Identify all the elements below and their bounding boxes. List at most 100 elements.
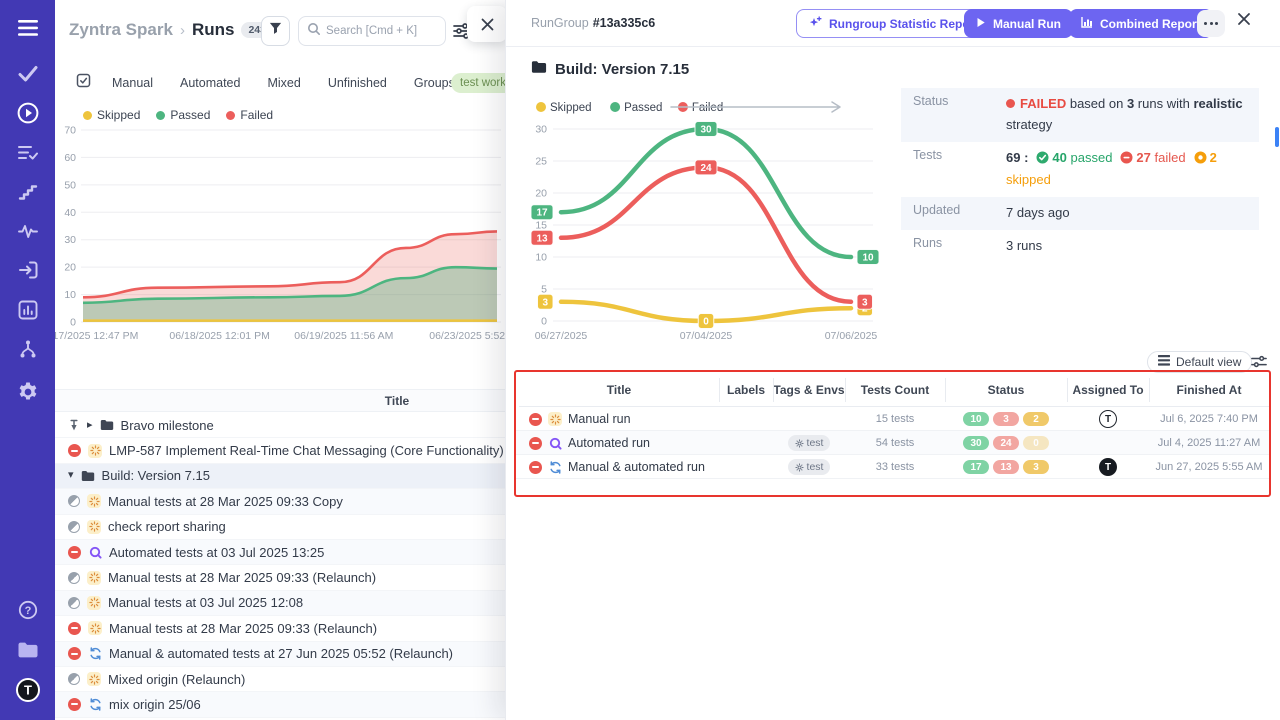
workspace-pill[interactable]: test work [451,73,505,93]
default-view-button[interactable]: Default view [1147,351,1252,373]
settings-gear-icon[interactable] [17,382,38,403]
failed-status-icon [529,413,542,426]
column-header-labels[interactable]: Labels [719,373,773,407]
manual-run-button[interactable]: Manual Run [964,9,1073,38]
info-row-runs: Runs3 runs [901,230,1259,263]
panel-close-button[interactable] [467,6,505,42]
run-list-item[interactable]: Automated tests at 03 Jul 2025 13:25 [55,540,505,565]
run-list-item[interactable]: Manual tests at 28 Mar 2025 09:33 (Relau… [55,616,505,641]
search-input[interactable] [326,25,437,37]
run-title: check report sharing [108,519,226,534]
manual-run-icon [88,444,102,458]
run-list-item[interactable]: mix origin 25/06 [55,692,505,717]
automated-run-icon [548,436,562,450]
interrupted-status-icon [68,673,80,685]
run-list-item[interactable]: ▸ Bravo milestone [55,413,505,438]
tab-manual[interactable]: Manual [112,76,153,90]
run-list-item[interactable]: LMP-587 Implement Real-Time Chat Messagi… [55,438,505,463]
column-header-finished-at[interactable]: Finished At [1149,373,1269,407]
rungroup-statistic-report-button[interactable]: Rungroup Statistic Report [796,9,991,38]
run-title: Bravo milestone [121,418,214,433]
rungroup-id: #13a335c6 [593,16,656,30]
column-header-tags-envs[interactable]: Tags & Envs [773,373,845,407]
docs-folder-icon[interactable] [17,641,39,659]
build-title: Build: Version 7.15 [531,60,689,78]
manual-run-icon [87,672,101,686]
run-list-item[interactable]: Manual tests at 28 Mar 2025 09:33 Copy [55,489,505,514]
column-header-title[interactable]: Title [519,373,719,407]
failed-count-pill: 13 [993,460,1019,474]
account-avatar[interactable]: T [15,677,41,703]
rungroup-statistic-report-label: Rungroup Statistic Report [829,17,978,31]
tag-pill[interactable]: test [788,459,831,475]
scrollbar-thumb[interactable] [1275,127,1279,147]
drawer-close-button[interactable] [1237,12,1251,31]
chevron-down-icon[interactable]: ▾ [68,470,74,481]
failed-status-icon [529,461,542,474]
assignee-avatar[interactable]: T [1099,458,1117,476]
analytics-icon[interactable] [18,300,38,320]
tab-unfinished[interactable]: Unfinished [328,76,387,90]
info-value: 3 runs [1006,230,1259,263]
tag-pill[interactable]: test [788,435,831,451]
failed-minus-icon [1120,150,1133,171]
select-all-icon[interactable] [76,73,91,93]
run-list-item[interactable]: check report sharing [55,515,505,540]
branches-icon[interactable] [19,340,37,359]
failed-status-icon [68,698,81,711]
mixed-run-icon [88,647,102,661]
tab-mixed[interactable]: Mixed [267,76,300,90]
pulse-icon[interactable] [18,223,38,239]
failed-status-icon [68,546,81,559]
breadcrumb-app[interactable]: Zyntra Spark [69,20,173,40]
filter-button[interactable] [261,16,290,46]
column-header-status[interactable]: Status [945,373,1067,407]
run-list-item[interactable]: ▾ Build: Version 7.15 [55,464,505,489]
skipped-count-pill: 2 [1023,412,1049,426]
help-icon[interactable]: ? [18,600,38,620]
search-box[interactable] [298,16,446,46]
svg-text:25: 25 [535,156,547,168]
milestones-icon[interactable] [18,184,37,200]
column-header-assigned-to[interactable]: Assigned To [1067,373,1149,407]
play-icon [976,17,986,31]
legend-label: Skipped [97,108,140,122]
run-row-title: Manual run [568,412,631,426]
chevron-right-icon[interactable]: ▸ [87,420,93,431]
svg-text:Failed: Failed [692,102,723,114]
info-row-status: StatusFAILED based on 3 runs with realis… [901,88,1259,142]
view-settings-icon[interactable] [1251,354,1267,375]
tests-icon[interactable] [18,66,38,83]
runs-icon-active[interactable] [16,101,40,125]
svg-text:5: 5 [541,284,547,296]
run-list-item[interactable]: Manual & automated tests at 27 Jun 2025 … [55,642,505,667]
plans-icon[interactable] [18,145,38,162]
run-list-item[interactable]: Manual tests at 03 Jul 2025 12:08 [55,591,505,616]
svg-text:17/2025 12:47 PM: 17/2025 12:47 PM [55,330,138,342]
assignee-avatar[interactable]: T [1099,410,1117,428]
info-value: FAILED based on 3 runs with realistic st… [1006,88,1259,142]
svg-text:07/06/2025: 07/06/2025 [825,330,878,342]
legend-item-passed[interactable]: Passed [156,108,210,122]
svg-text:0: 0 [70,317,76,329]
bar-chart-icon [1081,16,1093,31]
run-table-row[interactable]: Manual run15 tests1032TJul 6, 2025 7:40 … [516,407,1269,431]
imports-icon[interactable] [18,261,38,279]
run-title: Build: Version 7.15 [102,468,210,483]
run-list-item[interactable]: Manual tests at 28 Mar 2025 09:33 (Relau… [55,565,505,590]
run-title: Manual tests at 28 Mar 2025 09:33 (Relau… [108,570,376,585]
finished-at: Jul 6, 2025 7:40 PM [1149,407,1269,431]
more-actions-button[interactable] [1197,10,1225,37]
legend-item-skipped[interactable]: Skipped [83,108,140,122]
run-list-item[interactable]: Mixed origin (Relaunch) [55,667,505,692]
tab-groups[interactable]: Groups [414,76,455,90]
column-header-tests-count[interactable]: Tests Count [845,373,945,407]
tab-automated[interactable]: Automated [180,76,240,90]
svg-text:50: 50 [64,179,76,191]
svg-text:17: 17 [536,208,548,219]
run-table-row[interactable]: Manual & automated runtest33 tests17133T… [516,455,1269,479]
menu-icon[interactable] [18,20,38,36]
combined-report-button[interactable]: Combined Report [1069,9,1213,38]
run-table-row[interactable]: Automated runtest54 tests30240Jul 4, 202… [516,431,1269,455]
legend-item-failed[interactable]: Failed [226,108,273,122]
